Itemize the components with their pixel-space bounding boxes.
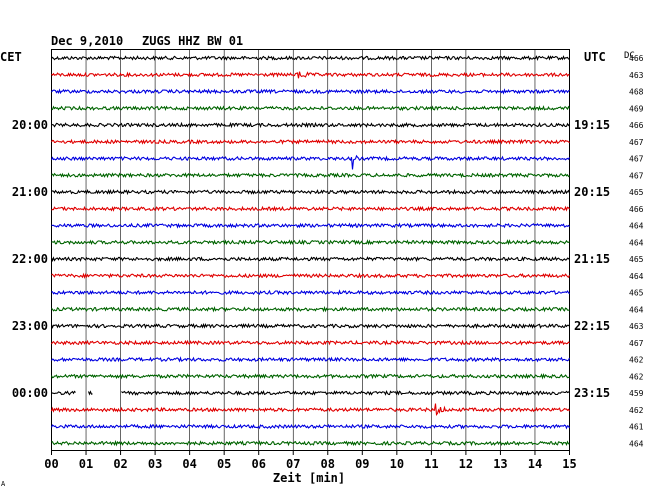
- header-station: ZUGS HHZ BW 01: [142, 34, 243, 48]
- x-tick-label: 04: [182, 457, 196, 471]
- trace-line: [121, 389, 570, 396]
- trace-line: [51, 138, 570, 145]
- trace-line: [50, 154, 570, 170]
- dc-value-label: 469: [629, 104, 644, 113]
- x-tick-label: 15: [562, 457, 576, 471]
- x-tick-label: 02: [113, 457, 127, 471]
- utc-hour-label: 23:15: [574, 386, 610, 400]
- trace-line: [51, 172, 570, 179]
- trace-line: [51, 289, 570, 296]
- x-tick-label: 11: [424, 457, 438, 471]
- dc-value-label: 465: [629, 289, 644, 298]
- dc-value-label: 465: [629, 188, 644, 197]
- x-tick-label: 07: [286, 457, 300, 471]
- trace-line: [51, 121, 570, 129]
- dc-value-label: 464: [629, 439, 644, 448]
- utc-hour-label: 21:15: [574, 252, 610, 266]
- dc-value-label: 459: [629, 389, 644, 398]
- trace-line: [51, 205, 570, 213]
- trace-line: [51, 105, 570, 112]
- x-tick-label: 00: [44, 457, 58, 471]
- trace-line: [51, 356, 570, 363]
- dc-value-label: 462: [629, 372, 644, 381]
- x-tick-label: 13: [493, 457, 507, 471]
- dc-value-label: 464: [629, 222, 644, 231]
- trace-line: [51, 55, 570, 61]
- x-tick-label: 06: [251, 457, 265, 471]
- trace-line: [51, 305, 570, 313]
- x-axis-ticks: 00 01 02 03 04 05 06 07 08 09 10 11 12 13 14 15: [44, 450, 577, 471]
- trace-line: [51, 272, 570, 279]
- trace-line: [50, 322, 570, 330]
- x-tick-label: 10: [390, 457, 404, 471]
- trace-line: [51, 222, 570, 229]
- dc-value-label: 467: [629, 339, 644, 348]
- utc-hour-label: 22:15: [574, 319, 610, 333]
- cet-hour-label: 22:00: [12, 252, 48, 266]
- trace-line: [51, 188, 571, 196]
- left-zone-label: CET: [0, 50, 22, 64]
- dc-value-label: 462: [629, 356, 644, 365]
- dc-value-label: 465: [629, 255, 644, 264]
- dc-value-label: 464: [629, 272, 644, 281]
- x-tick-label: 14: [528, 457, 542, 471]
- dc-value-label: 468: [629, 88, 644, 97]
- dc-value-labels: 466 463 468 469 466 467 467 467 465 466 464 464 465 4…: [629, 54, 644, 448]
- vertical-gridlines: [85, 50, 536, 450]
- dc-value-label: 464: [629, 305, 644, 314]
- x-axis-title: Zeit [min]: [273, 471, 345, 485]
- trace-line: [51, 71, 570, 79]
- cet-hour-label: 00:00: [12, 386, 48, 400]
- utc-hour-label: 20:15: [574, 185, 610, 199]
- header-date: Dec 9,2010: [51, 34, 123, 48]
- dc-value-label: 463: [629, 71, 644, 80]
- trace-line: [51, 439, 570, 447]
- x-tick-label: 12: [459, 457, 473, 471]
- trace-line: [51, 239, 570, 246]
- x-tick-label: 01: [79, 457, 93, 471]
- trace-line: [50, 423, 570, 430]
- cet-hour-label: 20:00: [12, 118, 48, 132]
- dc-value-label: 466: [629, 205, 644, 214]
- trace-line: [87, 390, 93, 396]
- x-tick-label: 03: [148, 457, 162, 471]
- utc-hour-labels: 19:15 20:15 21:15 22:15 23:15: [574, 118, 610, 400]
- utc-hour-label: 19:15: [574, 118, 610, 132]
- dc-value-label: 467: [629, 171, 644, 180]
- cet-hour-label: 23:00: [12, 319, 48, 333]
- dc-value-label: 466: [629, 54, 644, 63]
- dc-value-label: 464: [629, 238, 644, 247]
- dc-value-label: 462: [629, 406, 644, 415]
- cet-hour-labels: 20:00 21:00 22:00 23:00 00:00: [12, 118, 48, 400]
- dc-value-label: 467: [629, 155, 644, 164]
- trace-line: [51, 373, 570, 380]
- x-tick-label: 09: [355, 457, 369, 471]
- trace-line: [51, 390, 76, 396]
- trace-line: [51, 88, 570, 95]
- cet-hour-label: 21:00: [12, 185, 48, 199]
- x-tick-label: 08: [321, 457, 335, 471]
- trace-rows: [50, 55, 571, 447]
- dc-value-label: 461: [629, 423, 644, 432]
- plot-frame: [51, 49, 570, 451]
- trace-line: [50, 255, 570, 263]
- right-zone-label: UTC: [584, 50, 606, 64]
- dc-value-label: 466: [629, 121, 644, 130]
- trace-line: [51, 339, 570, 346]
- trace-line: [50, 403, 570, 416]
- dc-label: DC: [624, 51, 635, 61]
- x-tick-label: 05: [217, 457, 231, 471]
- dc-value-label: 467: [629, 138, 644, 147]
- dc-value-label: 463: [629, 322, 644, 331]
- corner-mark: A: [1, 480, 6, 488]
